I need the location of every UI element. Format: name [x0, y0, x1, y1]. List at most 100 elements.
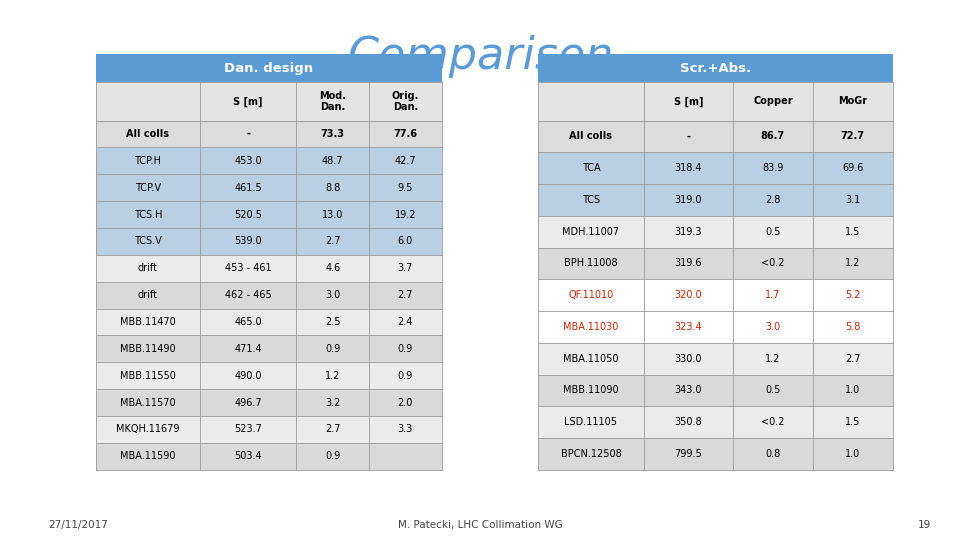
Text: 48.7: 48.7	[322, 156, 344, 166]
Text: 19.2: 19.2	[395, 210, 416, 220]
Text: 343.0: 343.0	[675, 386, 703, 395]
Text: <0.2: <0.2	[761, 417, 784, 427]
Text: TCS.H: TCS.H	[133, 210, 162, 220]
Text: TCP.V: TCP.V	[134, 183, 161, 193]
Text: 3.0: 3.0	[325, 290, 341, 300]
Text: 323.4: 323.4	[675, 322, 703, 332]
Text: 799.5: 799.5	[675, 449, 703, 459]
Text: 86.7: 86.7	[761, 131, 785, 141]
Text: 72.7: 72.7	[841, 131, 865, 141]
Text: 3.2: 3.2	[325, 397, 341, 408]
Text: 1.0: 1.0	[845, 386, 860, 395]
Text: Scr.+Abs.: Scr.+Abs.	[680, 62, 751, 75]
Text: All colls: All colls	[127, 129, 169, 139]
Text: -: -	[246, 129, 250, 139]
Text: All colls: All colls	[569, 131, 612, 141]
Text: 2.7: 2.7	[397, 290, 413, 300]
Text: 2.5: 2.5	[325, 317, 341, 327]
Text: 320.0: 320.0	[675, 290, 703, 300]
Text: 318.4: 318.4	[675, 163, 703, 173]
Text: TCA: TCA	[582, 163, 600, 173]
Text: 3.3: 3.3	[397, 424, 413, 435]
Text: 2.8: 2.8	[765, 195, 780, 205]
Text: 5.8: 5.8	[845, 322, 860, 332]
Text: 2.7: 2.7	[325, 424, 341, 435]
Text: Dan. design: Dan. design	[225, 62, 313, 75]
Text: MBB.11490: MBB.11490	[120, 344, 176, 354]
Text: 523.7: 523.7	[234, 424, 262, 435]
Text: 1.2: 1.2	[325, 371, 341, 381]
Text: MBA.11030: MBA.11030	[564, 322, 618, 332]
Text: 42.7: 42.7	[395, 156, 416, 166]
Text: 1.7: 1.7	[765, 290, 780, 300]
Text: 3.7: 3.7	[397, 264, 413, 273]
Text: <0.2: <0.2	[761, 259, 784, 268]
Text: 1.0: 1.0	[845, 449, 860, 459]
Text: 2.7: 2.7	[325, 237, 341, 246]
Text: 462 - 465: 462 - 465	[225, 290, 272, 300]
Text: 73.3: 73.3	[321, 129, 345, 139]
Text: MBA.11050: MBA.11050	[564, 354, 618, 363]
Text: 2.4: 2.4	[397, 317, 413, 327]
Text: 0.8: 0.8	[765, 449, 780, 459]
Text: 1.5: 1.5	[845, 227, 860, 237]
Text: 0.9: 0.9	[397, 344, 413, 354]
Text: 0.9: 0.9	[397, 371, 413, 381]
Text: MBB.11470: MBB.11470	[120, 317, 176, 327]
Text: TCS: TCS	[582, 195, 600, 205]
Text: 539.0: 539.0	[234, 237, 262, 246]
Text: QF.11010: QF.11010	[568, 290, 613, 300]
Text: 1.2: 1.2	[845, 259, 860, 268]
Text: 19: 19	[918, 520, 931, 530]
Text: 471.4: 471.4	[234, 344, 262, 354]
Text: 8.8: 8.8	[325, 183, 341, 193]
Text: 503.4: 503.4	[234, 451, 262, 461]
Text: 1.2: 1.2	[765, 354, 780, 363]
Text: 2.7: 2.7	[845, 354, 860, 363]
Text: 69.6: 69.6	[842, 163, 864, 173]
Text: MBB.11090: MBB.11090	[564, 386, 618, 395]
Text: MBA.11590: MBA.11590	[120, 451, 176, 461]
Text: 27/11/2017: 27/11/2017	[48, 520, 108, 530]
Text: MBA.11570: MBA.11570	[120, 397, 176, 408]
Text: 77.6: 77.6	[394, 129, 418, 139]
Text: 496.7: 496.7	[234, 397, 262, 408]
Text: 0.5: 0.5	[765, 227, 780, 237]
Text: 490.0: 490.0	[234, 371, 262, 381]
Text: 453.0: 453.0	[234, 156, 262, 166]
Text: MoGr: MoGr	[838, 97, 868, 106]
Text: 0.9: 0.9	[325, 451, 341, 461]
Text: 465.0: 465.0	[234, 317, 262, 327]
Text: Copper: Copper	[753, 97, 793, 106]
Text: Orig.
Dan.: Orig. Dan.	[392, 91, 419, 112]
Text: -: -	[686, 131, 690, 141]
Text: 6.0: 6.0	[397, 237, 413, 246]
Text: 3.0: 3.0	[765, 322, 780, 332]
Text: TCS.V: TCS.V	[134, 237, 161, 246]
Text: drift: drift	[138, 290, 157, 300]
Text: M. Patecki, LHC Collimation WG: M. Patecki, LHC Collimation WG	[397, 520, 563, 530]
Text: TCP.H: TCP.H	[134, 156, 161, 166]
Text: BPCN.12508: BPCN.12508	[561, 449, 621, 459]
Text: 520.5: 520.5	[234, 210, 262, 220]
Text: MDH.11007: MDH.11007	[563, 227, 619, 237]
Text: Mod.
Dan.: Mod. Dan.	[320, 91, 347, 112]
Text: 461.5: 461.5	[234, 183, 262, 193]
Text: 3.1: 3.1	[845, 195, 860, 205]
Text: 9.5: 9.5	[397, 183, 413, 193]
Text: 453 - 461: 453 - 461	[225, 264, 272, 273]
Text: S [m]: S [m]	[233, 96, 263, 106]
Text: Comparison: Comparison	[347, 35, 613, 78]
Text: 0.9: 0.9	[325, 344, 341, 354]
Text: 2.0: 2.0	[397, 397, 413, 408]
Text: BPH.11008: BPH.11008	[564, 259, 617, 268]
Text: 350.8: 350.8	[675, 417, 703, 427]
Text: 319.3: 319.3	[675, 227, 703, 237]
Text: 83.9: 83.9	[762, 163, 783, 173]
Text: MBB.11550: MBB.11550	[120, 371, 176, 381]
Text: 319.6: 319.6	[675, 259, 703, 268]
Text: LSD.11105: LSD.11105	[564, 417, 617, 427]
Text: 5.2: 5.2	[845, 290, 860, 300]
Text: 319.0: 319.0	[675, 195, 703, 205]
Text: 4.6: 4.6	[325, 264, 341, 273]
